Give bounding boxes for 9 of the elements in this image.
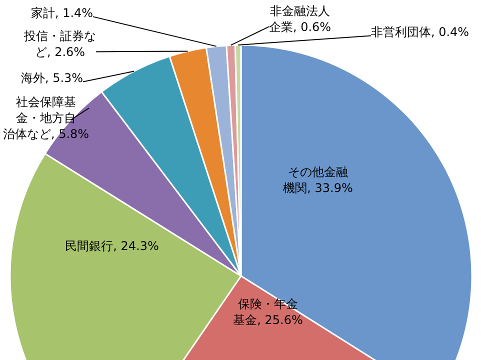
slice-label: 投信・証券など, 2.6% <box>23 29 96 60</box>
slice-label: 民間銀行, 24.3% <box>65 239 159 254</box>
slice-label: 海外, 5.3% <box>20 71 84 86</box>
slice-label: 非営利団体, 0.4% <box>370 25 470 40</box>
slice-label: 社会保障基金・地方自治体など, 5.8% <box>2 95 90 142</box>
slice-label: 家計, 1.4% <box>30 6 94 20</box>
slice-label: 保険・年金基金, 25.6% <box>233 297 303 328</box>
slice-label: 非金融法人企業, 0.6% <box>268 4 332 34</box>
slice-label: その他金融機関, 33.9% <box>283 165 353 196</box>
